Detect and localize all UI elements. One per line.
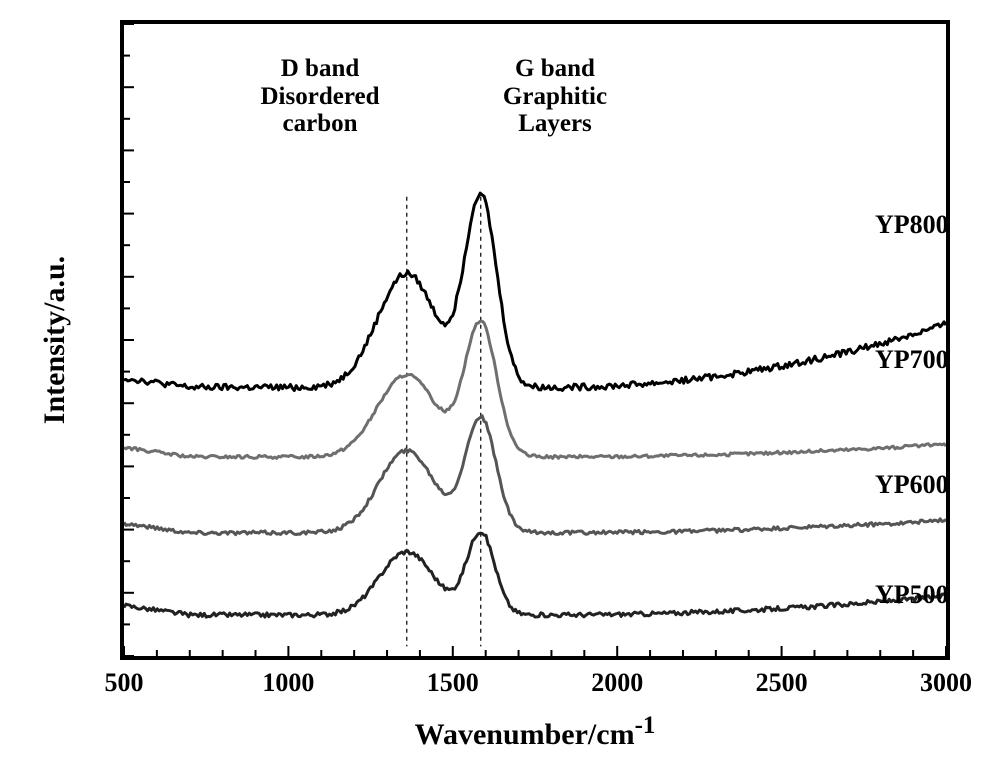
- series-label-YP600: YP600: [875, 470, 949, 500]
- g-band-line3: Layers: [518, 110, 592, 137]
- g-band-line2: Graphitic: [503, 83, 607, 110]
- x-tick-label: 1000: [262, 668, 314, 698]
- x-axis-label-text: Wavenumber/cm: [415, 718, 635, 751]
- y-axis-title: Intensity/a.u.: [38, 256, 72, 424]
- x-tick-label: 3000: [920, 668, 972, 698]
- series-YP600: [124, 416, 946, 535]
- series-label-YP800: YP800: [875, 210, 949, 240]
- d-band-line1: D band: [281, 55, 360, 82]
- d-band-annotation: D band Disordered carbon: [220, 55, 420, 138]
- x-tick-label: 2000: [591, 668, 643, 698]
- x-axis-title: Wavenumber/cm-1: [415, 712, 656, 752]
- d-band-line3: carbon: [283, 110, 358, 137]
- g-band-line1: G band: [515, 55, 595, 82]
- x-tick-label: 1500: [427, 668, 479, 698]
- g-band-annotation: G band Graphitic Layers: [455, 55, 655, 138]
- d-band-line2: Disordered: [261, 83, 380, 110]
- series-label-YP700: YP700: [875, 345, 949, 375]
- x-tick-label: 2500: [756, 668, 808, 698]
- x-tick-label: 500: [105, 668, 144, 698]
- series-YP700: [124, 321, 946, 458]
- x-axis-label-sup: -1: [635, 712, 656, 739]
- series-YP800: [124, 193, 946, 390]
- raman-figure: D band Disordered carbon G band Graphiti…: [0, 0, 1000, 766]
- series-label-YP500: YP500: [875, 580, 949, 610]
- series-YP500: [124, 533, 946, 617]
